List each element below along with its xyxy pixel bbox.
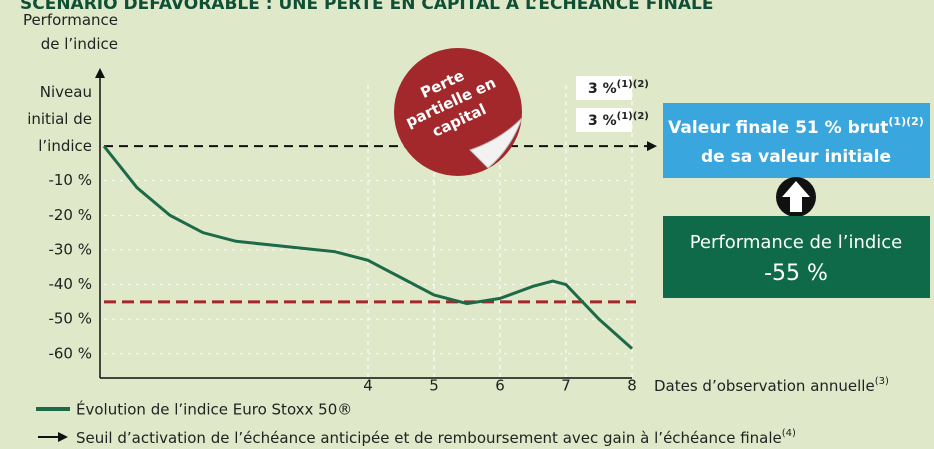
y-tick-label: -30 % xyxy=(48,240,92,258)
coupon-note: (1)(2) xyxy=(617,111,649,122)
x-tick-label: 4 xyxy=(363,377,373,395)
x-tick-label: 6 xyxy=(495,377,505,395)
coupon-note: (1)(2) xyxy=(617,79,649,90)
y-tick-label: -10 % xyxy=(48,171,92,189)
performance-value: -55 % xyxy=(764,261,828,286)
sticker-curl xyxy=(469,117,523,169)
x-axis-label: Dates d’observation annuelle(3) xyxy=(654,376,889,395)
legend-threshold-note: (4) xyxy=(782,428,796,439)
performance-box xyxy=(663,216,930,298)
y-axis-label-box: Performance de l’indice xyxy=(22,11,118,53)
final-value-line1: Valeur finale 51 % brut(1)(2) xyxy=(668,115,924,138)
coupon-box xyxy=(576,76,632,100)
y-axis-label: Performance de l’indice xyxy=(22,11,118,53)
final-value-line2: de sa valeur initiale xyxy=(701,147,891,167)
y-tick-label: -40 % xyxy=(48,275,92,293)
legend-label: Seuil d’activation de l’échéance anticip… xyxy=(76,428,796,447)
performance-label: Performance de l’indice xyxy=(690,232,903,253)
y-tick-label-box: Niveau initial de l’indice xyxy=(27,83,92,156)
final-value-box xyxy=(663,103,930,178)
x-axis-label-text: Dates d’observation annuelle xyxy=(654,377,875,395)
x-tick-label: 7 xyxy=(561,377,571,395)
line-series xyxy=(102,145,633,350)
y-tick-label: -50 % xyxy=(48,310,92,328)
x-axis-label-note: (3) xyxy=(875,376,889,387)
coupon-box xyxy=(576,108,632,132)
x-tick-label: 5 xyxy=(429,377,439,395)
final-value-note: (1)(2) xyxy=(888,115,923,128)
coupon-text: 3 % xyxy=(588,113,617,129)
y-tick-label: -60 % xyxy=(48,344,92,362)
coupon-label: 3 %(1)(2) xyxy=(588,111,649,129)
chart-title: SCÉNARIO DÉFAVORABLE : UNE PERTE EN CAPI… xyxy=(20,0,713,14)
legend-label: Évolution de l’indice Euro Stoxx 50® xyxy=(76,400,352,419)
arrow-up-icon xyxy=(782,181,810,212)
x-tick-label: 8 xyxy=(627,377,637,395)
y-tick-label: -20 % xyxy=(48,206,92,224)
y-tick-label: Niveau initial de l’indice xyxy=(27,83,92,156)
final-value-text: Valeur finale 51 % brut xyxy=(668,118,888,138)
coupon-text: 3 % xyxy=(588,81,617,97)
coupon-label: 3 %(1)(2) xyxy=(588,79,649,97)
legend-threshold-text: Seuil d’activation de l’échéance anticip… xyxy=(76,429,782,447)
